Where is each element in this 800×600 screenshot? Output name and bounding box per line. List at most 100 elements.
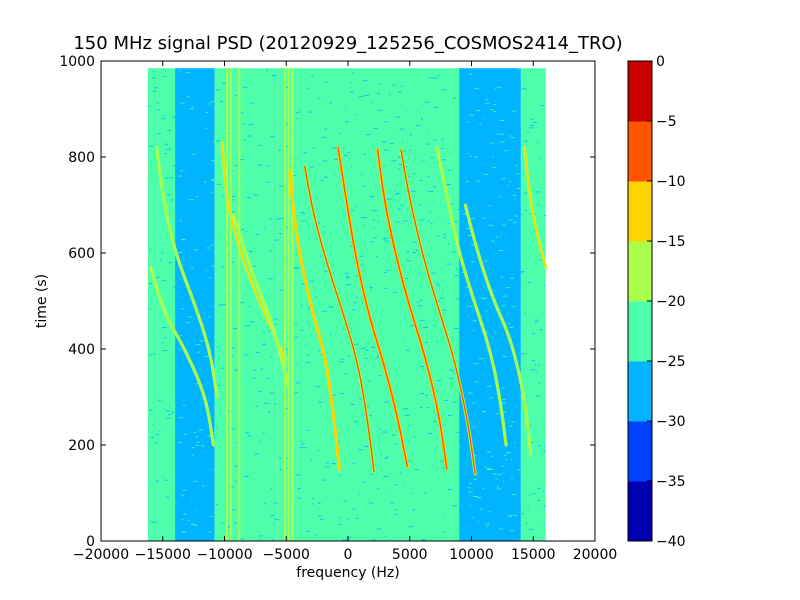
- noise-speck: [148, 354, 152, 356]
- noise-speck: [511, 494, 516, 496]
- noise-speck: [155, 480, 159, 482]
- noise-speck: [512, 194, 517, 196]
- colorbar-tick-label: 0: [656, 54, 665, 70]
- noise-speck: [509, 425, 513, 427]
- noise-speck: [221, 266, 225, 268]
- noise-speck: [464, 177, 467, 179]
- noise-speck: [350, 328, 353, 330]
- noise-speck: [510, 477, 514, 479]
- noise-speck: [356, 296, 359, 298]
- noise-speck: [433, 421, 437, 423]
- noise-speck: [538, 445, 541, 447]
- noise-speck: [362, 80, 368, 82]
- noise-speck: [191, 106, 194, 108]
- noise-speck: [294, 267, 300, 269]
- noise-speck: [274, 318, 279, 320]
- noise-speck: [278, 149, 281, 151]
- noise-speck: [339, 517, 342, 519]
- noise-speck: [401, 105, 403, 107]
- noise-speck: [205, 112, 209, 114]
- noise-speck: [383, 237, 387, 239]
- noise-speck: [524, 313, 526, 315]
- noise-speck: [284, 87, 289, 89]
- noise-speck: [351, 209, 354, 211]
- noise-speck: [412, 252, 417, 254]
- noise-speck: [409, 134, 413, 136]
- noise-speck: [204, 181, 207, 183]
- noise-speck: [269, 250, 273, 252]
- noise-speck: [190, 267, 194, 269]
- colorbar-tick-label: −35: [656, 474, 686, 490]
- noise-speck: [331, 463, 337, 465]
- noise-speck: [462, 213, 467, 215]
- noise-speck: [328, 306, 334, 308]
- noise-speck: [467, 234, 473, 236]
- noise-speck: [227, 235, 229, 237]
- noise-speck: [213, 367, 217, 369]
- noise-speck: [296, 474, 301, 476]
- noise-speck: [216, 428, 218, 430]
- noise-speck: [491, 240, 495, 242]
- noise-speck: [529, 529, 534, 531]
- noise-speck: [350, 331, 353, 333]
- noise-speck: [153, 521, 158, 523]
- noise-speck: [269, 392, 275, 394]
- noise-speck: [469, 333, 471, 335]
- noise-speck: [163, 349, 168, 351]
- noise-speck: [318, 97, 321, 99]
- noise-speck: [420, 407, 423, 409]
- noise-speck: [412, 172, 415, 174]
- noise-speck: [344, 105, 346, 107]
- noise-speck: [156, 133, 161, 135]
- noise-speck: [231, 199, 235, 201]
- noise-speck: [467, 305, 473, 307]
- noise-speck: [177, 175, 183, 177]
- noise-speck: [370, 466, 373, 468]
- noise-speck: [353, 421, 358, 423]
- noise-speck: [166, 148, 172, 150]
- noise-speck: [372, 351, 374, 353]
- noise-speck: [210, 191, 213, 193]
- noise-speck: [161, 327, 167, 329]
- noise-speck: [511, 110, 516, 112]
- noise-speck: [448, 243, 451, 245]
- noise-speck: [201, 445, 205, 447]
- noise-speck: [492, 156, 494, 158]
- noise-speck: [453, 328, 459, 330]
- noise-speck: [259, 144, 262, 146]
- noise-speck: [344, 272, 349, 274]
- noise-speck: [467, 392, 473, 394]
- x-tick-label: −20000: [73, 547, 129, 563]
- noise-speck: [383, 271, 387, 273]
- noise-speck: [260, 368, 264, 370]
- noise-speck: [255, 352, 260, 354]
- noise-speck: [310, 459, 312, 461]
- noise-speck: [436, 284, 441, 286]
- noise-speck: [208, 531, 212, 533]
- noise-speck: [149, 409, 153, 411]
- noise-speck: [286, 352, 288, 354]
- noise-speck: [284, 146, 289, 148]
- doppler-track: [464, 204, 532, 456]
- noise-speck: [214, 441, 217, 443]
- noise-speck: [441, 138, 444, 140]
- noise-speck: [393, 291, 397, 293]
- noise-speck: [457, 529, 459, 531]
- noise-speck: [239, 538, 245, 540]
- noise-speck: [352, 309, 356, 311]
- noise-speck: [484, 466, 487, 468]
- noise-speck: [394, 443, 399, 445]
- noise-speck: [304, 447, 307, 449]
- noise-speck: [332, 394, 336, 396]
- noise-speck: [353, 302, 357, 304]
- noise-speck: [452, 401, 457, 403]
- noise-speck: [322, 226, 325, 228]
- noise-speck: [417, 302, 420, 304]
- noise-speck: [403, 408, 409, 410]
- noise-speck: [195, 196, 198, 198]
- noise-speck: [354, 114, 357, 116]
- noise-speck: [234, 95, 238, 97]
- colorbar-tick-label: −10: [656, 174, 686, 190]
- noise-speck: [423, 218, 425, 220]
- noise-speck: [414, 158, 416, 160]
